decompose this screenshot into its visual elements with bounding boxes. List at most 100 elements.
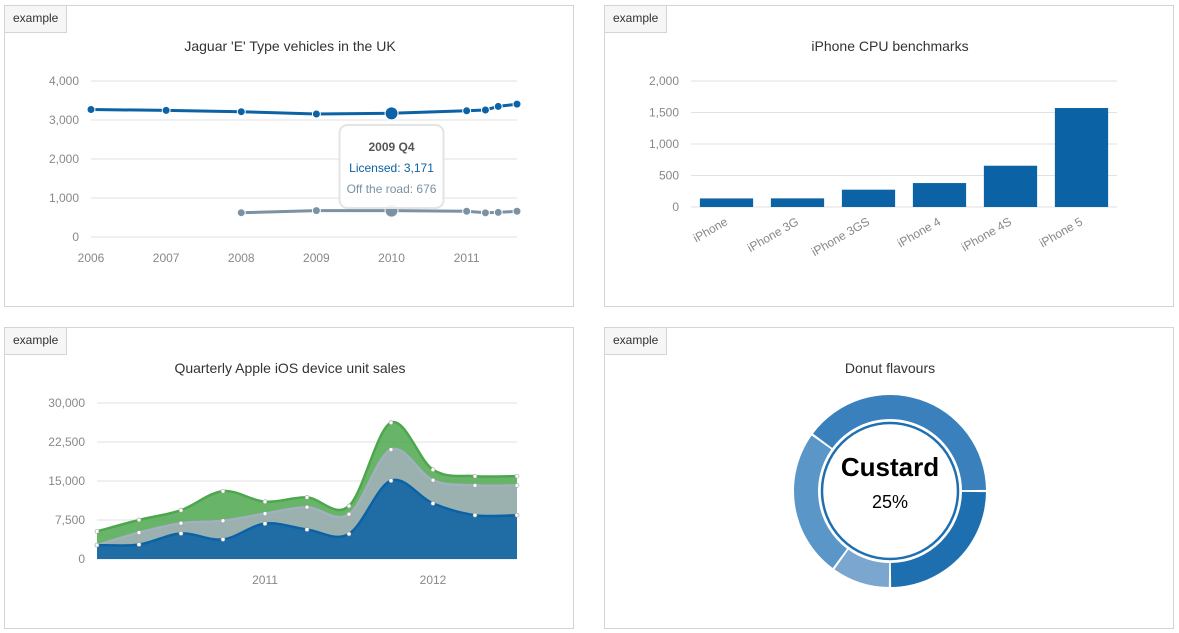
x-tick-label: 2012	[420, 573, 447, 587]
data-point	[480, 105, 490, 115]
tooltip-title: 2009 Q4	[369, 140, 415, 154]
y-tick-label: 7,500	[55, 513, 85, 527]
y-tick-label: 0	[78, 552, 85, 566]
x-tick-label: iPhone 5	[1037, 214, 1085, 250]
data-point	[236, 107, 246, 117]
y-tick-label: 2,000	[49, 152, 79, 166]
data-point	[178, 520, 184, 526]
chart-title: Donut flavours	[845, 360, 935, 376]
data-point	[493, 101, 503, 111]
donut-segment[interactable]	[890, 491, 986, 587]
x-tick-label: 2008	[228, 251, 255, 265]
example-tag: example	[5, 328, 68, 355]
x-tick-label: 2010	[378, 251, 405, 265]
data-point	[304, 527, 310, 532]
data-point	[388, 447, 394, 452]
donut-segment[interactable]	[794, 435, 847, 568]
data-point	[512, 206, 522, 216]
hover-tooltip: 2009 Q4 Licensed: 3,171 Off the road: 676	[338, 124, 445, 209]
tooltip-line-licensed: Licensed: 3,171	[349, 161, 434, 175]
data-point	[136, 517, 142, 523]
example-tag: example	[605, 328, 668, 355]
x-tick-label: 2009	[303, 251, 330, 265]
data-point	[220, 488, 226, 494]
y-tick-label: 500	[659, 169, 679, 183]
data-point	[346, 531, 352, 537]
y-tick-label: 15,000	[48, 474, 85, 488]
data-point	[311, 206, 321, 216]
data-point	[430, 467, 436, 472]
data-point	[262, 511, 268, 516]
x-tick-label: iPhone 3G	[745, 214, 801, 254]
bar	[841, 189, 896, 207]
data-point	[262, 499, 268, 505]
data-point	[514, 512, 520, 518]
tooltip-box	[338, 124, 445, 209]
chart-title: Quarterly Apple iOS device unit sales	[174, 360, 405, 376]
data-point	[430, 477, 436, 483]
data-point	[136, 542, 142, 547]
data-point	[462, 106, 472, 116]
bar	[770, 198, 825, 207]
data-point	[220, 537, 226, 542]
y-tick-label: 0	[72, 230, 79, 244]
example-tag: example	[5, 6, 68, 33]
data-point	[388, 478, 394, 483]
data-point	[94, 542, 100, 548]
data-point	[462, 206, 472, 216]
data-point	[346, 503, 352, 509]
x-tick-label: iPhone 4S	[959, 214, 1014, 254]
data-point	[472, 512, 478, 518]
area-chart[interactable]: Quarterly Apple iOS device unit sales 0 7,…	[5, 328, 575, 630]
chart-title: iPhone CPU benchmarks	[811, 38, 968, 54]
donut-segment[interactable]	[834, 549, 890, 587]
donut-chart[interactable]: Donut flavours Custard 25%	[605, 328, 1175, 630]
y-tick-label: 1,000	[649, 137, 679, 151]
chart-title: Jaguar 'E' Type vehicles in the UK	[184, 38, 396, 54]
donut-segment[interactable]	[813, 394, 986, 491]
y-tick-label: 4,000	[49, 74, 79, 88]
series-line	[241, 209, 518, 215]
line-chart[interactable]: Jaguar 'E' Type vehicles in the UK 0 1,000…	[5, 6, 575, 308]
line-chart-panel: example Jaguar 'E' Type vehicles in the …	[4, 5, 574, 307]
data-point	[472, 483, 478, 488]
example-tag: example	[605, 6, 668, 33]
bar	[983, 165, 1038, 207]
area-chart-panel: example Quarterly Apple iOS device unit …	[4, 327, 574, 629]
tooltip-line-off-road: Off the road: 676	[347, 182, 437, 196]
bar-chart[interactable]: iPhone CPU benchmarks 0 500 1,000 1,500 2,000…	[605, 6, 1175, 308]
series-line	[90, 102, 518, 116]
bar	[699, 198, 754, 207]
y-tick-label: 22,500	[48, 435, 85, 449]
donut-center-label: Custard	[841, 452, 939, 482]
data-point	[388, 420, 394, 425]
x-tick-label: 2011	[454, 251, 480, 265]
data-point	[311, 109, 321, 119]
y-tick-label: 2,000	[649, 74, 679, 88]
x-tick-label: iPhone 3GS	[809, 214, 872, 258]
data-point	[304, 495, 310, 500]
x-tick-label: iPhone	[691, 214, 731, 245]
data-point	[236, 208, 246, 218]
data-point	[493, 207, 503, 217]
data-point	[304, 504, 310, 510]
data-point	[514, 483, 520, 488]
data-point	[346, 511, 352, 517]
bar-chart-panel: example iPhone CPU benchmarks 0 500 1,000 1,…	[604, 5, 1174, 307]
x-tick-label: 2006	[78, 251, 105, 265]
data-point	[220, 518, 226, 524]
donut-center-value: 25%	[872, 492, 908, 512]
data-point	[86, 105, 96, 115]
data-point	[136, 530, 142, 535]
data-point	[472, 473, 478, 479]
donut-chart-panel: example Donut flavours Custard 25%	[604, 327, 1174, 629]
data-point	[514, 473, 520, 479]
data-point	[430, 501, 436, 506]
data-point	[178, 531, 184, 536]
bar	[1054, 108, 1109, 207]
data-point	[480, 208, 490, 218]
x-tick-label: 2011	[252, 573, 278, 587]
y-tick-label: 0	[672, 200, 679, 214]
bar	[912, 183, 967, 207]
y-tick-label: 3,000	[49, 113, 79, 127]
